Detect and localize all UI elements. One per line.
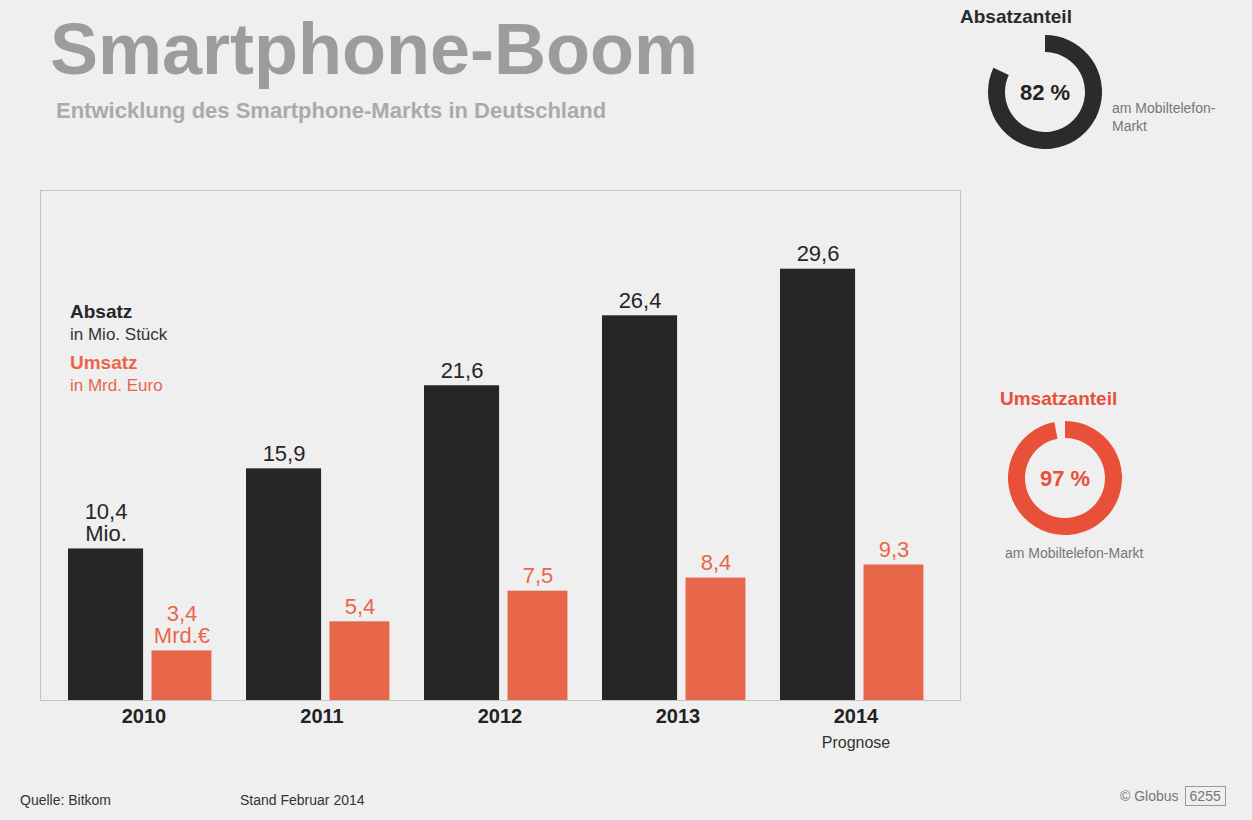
html-text:Umsatz: Umsatz	[70, 352, 138, 373]
html-text:Absatzanteil: Absatzanteil	[960, 6, 1072, 27]
svg-text:82 %: 82 %	[1020, 80, 1070, 105]
svg-text:2011: 2011	[300, 705, 343, 727]
svg-text:7,5: 7,5	[523, 563, 554, 588]
svg-text:26,4: 26,4	[619, 288, 662, 313]
svg-text:Prognose: Prognose	[822, 734, 891, 751]
svg-text:5,4: 5,4	[345, 594, 376, 619]
html-text:Stand Februar 2014: Stand Februar 2014	[240, 792, 365, 808]
svg-text:10,4Mio.: 10,4Mio.	[85, 499, 128, 546]
html-text:Absatz: Absatz	[70, 301, 133, 322]
svg-text:2013: 2013	[656, 705, 701, 727]
svg-text:15,9: 15,9	[263, 441, 306, 466]
html-text:Smartphone-Boom: Smartphone-Boom	[50, 9, 698, 89]
svg-text:97 %: 97 %	[1040, 466, 1090, 491]
html-text:© Globus: © Globus	[1120, 788, 1179, 804]
svg-text:29,6: 29,6	[797, 241, 840, 266]
html-text:Quelle: Bitkom: Quelle: Bitkom	[20, 792, 111, 808]
svg-text:2010: 2010	[122, 705, 167, 727]
html-text:am Mobiltelefon-Markt: am Mobiltelefon-Markt	[1005, 545, 1144, 561]
html-text:am Mobiltelefon-Markt: am Mobiltelefon-Markt	[1112, 100, 1216, 134]
html-text:6255: 6255	[1189, 788, 1221, 804]
svg-text:9,3: 9,3	[879, 537, 910, 562]
svg-text:2012: 2012	[478, 705, 523, 727]
html-text:Umsatzanteil: Umsatzanteil	[1000, 388, 1118, 409]
svg-text:2014: 2014	[834, 705, 879, 727]
html-text:in Mio. Stück: in Mio. Stück	[70, 324, 168, 344]
svg-text:3,4Mrd.€: 3,4Mrd.€	[154, 601, 210, 648]
html-text:in Mrd. Euro: in Mrd. Euro	[70, 375, 163, 395]
svg-text:21,6: 21,6	[441, 358, 484, 383]
html-text:Entwicklung des Smartphone-Mar: Entwicklung des Smartphone-Markts in Deu…	[56, 98, 607, 123]
svg-text:8,4: 8,4	[701, 550, 732, 575]
